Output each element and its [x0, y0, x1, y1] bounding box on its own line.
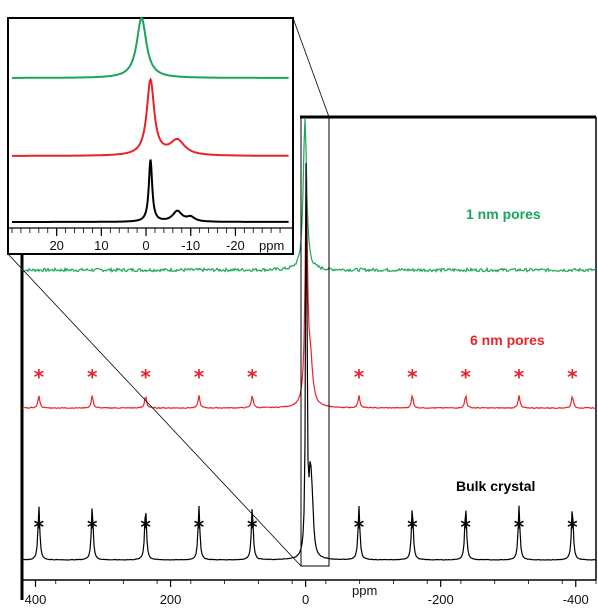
zoom-region-box: [300, 116, 330, 567]
sideband-star: *: [460, 515, 471, 539]
main-x-axis: 400 200 0 -200 -400: [21, 580, 597, 607]
sideband-star: *: [460, 365, 471, 389]
sideband-star: *: [514, 515, 525, 539]
inset-spectrum-line-2: [12, 159, 289, 223]
inset-panel: [7, 17, 294, 255]
inset-x-tick-label: 20: [49, 238, 63, 253]
zoom-connector-line: [7, 253, 302, 567]
sideband-star: *: [567, 365, 578, 389]
spectrum-line-1: [21, 194, 597, 410]
spectrum-line-2: [21, 163, 597, 561]
zoom-connector-line: [292, 17, 330, 118]
inset-x-tick-label: -20: [226, 238, 245, 253]
inset-x-axis: 20 10 0 -10 -20: [11, 228, 281, 253]
sideband-star: *: [247, 365, 258, 389]
sideband-star: *: [407, 365, 418, 389]
sideband-star: *: [194, 365, 205, 389]
x-tick-label: -200: [428, 592, 454, 607]
sideband-star: *: [140, 365, 151, 389]
sideband-star: *: [354, 365, 365, 389]
sideband-star: *: [194, 515, 205, 539]
sideband-star: *: [87, 515, 98, 539]
series-label-bulk: Bulk crystal: [456, 478, 535, 494]
main-frame: [20, 115, 597, 600]
sideband-star: *: [34, 515, 45, 539]
series-label-6nm: 6 nm pores: [470, 332, 545, 348]
x-tick-label: 400: [25, 592, 47, 607]
inset-spectrum-line-1: [12, 77, 289, 157]
inset-spectrum-line-0: [12, 16, 289, 79]
inset-x-tick-label: -10: [181, 238, 200, 253]
x-axis-label: ppm: [352, 583, 377, 598]
sideband-star: *: [407, 515, 418, 539]
inset-x-tick-label: 0: [142, 238, 149, 253]
spectrum-line-0: [21, 117, 597, 273]
inset-x-tick-label: 10: [94, 238, 108, 253]
sideband-star: *: [354, 515, 365, 539]
sideband-star: *: [567, 515, 578, 539]
sideband-star: *: [140, 515, 151, 539]
inset-spectra: [12, 16, 289, 223]
x-tick-label: 200: [160, 592, 182, 607]
main-spectra: [21, 117, 597, 561]
sideband-star: *: [514, 365, 525, 389]
sideband-star: *: [34, 365, 45, 389]
x-tick-label: 0: [302, 592, 309, 607]
sideband-star: *: [87, 365, 98, 389]
sideband-star: *: [247, 515, 258, 539]
sideband-markers: * * * * * * * * * * * * * * * * * * * *: [34, 365, 578, 539]
inset-x-axis-label: ppm: [259, 238, 284, 253]
x-tick-label: -400: [563, 592, 589, 607]
series-label-1nm: 1 nm pores: [466, 206, 541, 222]
